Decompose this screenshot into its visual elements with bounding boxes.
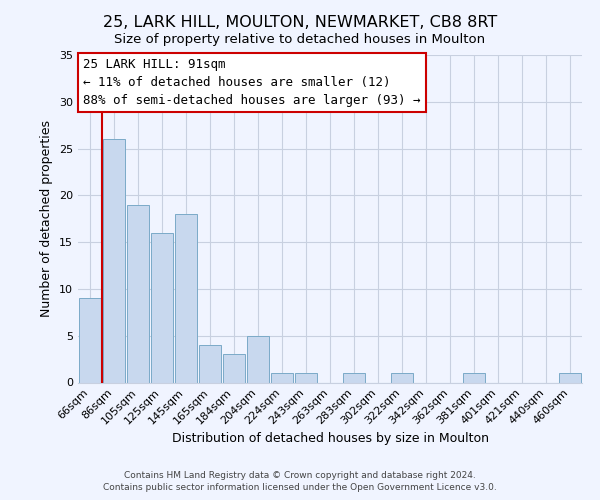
Bar (271, 373, 293, 382)
Bar (79, 298, 101, 382)
Text: 25 LARK HILL: 91sqm
← 11% of detached houses are smaller (12)
88% of semi-detach: 25 LARK HILL: 91sqm ← 11% of detached ho… (83, 58, 421, 108)
Bar (343, 373, 365, 382)
Bar (151, 233, 173, 382)
Text: Size of property relative to detached houses in Moulton: Size of property relative to detached ho… (115, 32, 485, 46)
Bar (559, 373, 581, 382)
Bar (295, 373, 317, 382)
Bar (199, 345, 221, 383)
Bar (223, 354, 245, 382)
Bar (463, 373, 485, 382)
Text: Contains HM Land Registry data © Crown copyright and database right 2024.
Contai: Contains HM Land Registry data © Crown c… (103, 471, 497, 492)
Bar (247, 336, 269, 382)
Bar (391, 373, 413, 382)
Bar (103, 139, 125, 382)
Y-axis label: Number of detached properties: Number of detached properties (40, 120, 53, 318)
Text: 25, LARK HILL, MOULTON, NEWMARKET, CB8 8RT: 25, LARK HILL, MOULTON, NEWMARKET, CB8 8… (103, 15, 497, 30)
X-axis label: Distribution of detached houses by size in Moulton: Distribution of detached houses by size … (172, 432, 488, 445)
Bar (127, 204, 149, 382)
Bar (175, 214, 197, 382)
